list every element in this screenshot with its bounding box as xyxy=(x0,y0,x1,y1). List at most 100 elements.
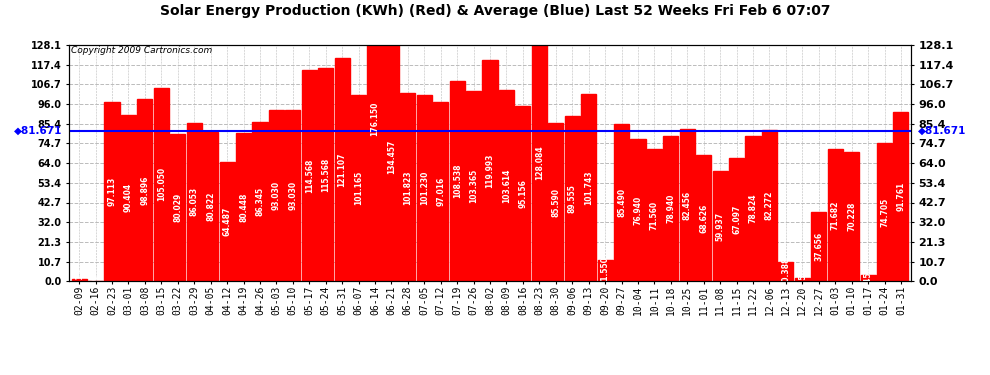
Text: 121.107: 121.107 xyxy=(338,152,346,187)
Text: 82.456: 82.456 xyxy=(683,190,692,220)
Text: 85.490: 85.490 xyxy=(617,188,626,217)
Text: 74.705: 74.705 xyxy=(880,198,889,227)
Bar xyxy=(844,152,859,281)
Bar xyxy=(252,122,267,281)
Text: 119.993: 119.993 xyxy=(485,153,495,188)
Bar xyxy=(811,212,827,281)
Bar xyxy=(449,81,464,281)
Text: 101.743: 101.743 xyxy=(584,170,593,205)
Bar xyxy=(384,33,399,281)
Bar xyxy=(646,149,662,281)
Bar xyxy=(203,132,218,281)
Text: 105.050: 105.050 xyxy=(156,167,166,201)
Bar xyxy=(367,0,382,281)
Bar xyxy=(187,123,202,281)
Text: 10.388: 10.388 xyxy=(781,257,790,286)
Text: 80.448: 80.448 xyxy=(239,192,248,222)
Bar xyxy=(71,279,87,281)
Text: 59.937: 59.937 xyxy=(716,211,725,240)
Text: 98.896: 98.896 xyxy=(141,176,149,205)
Text: 64.487: 64.487 xyxy=(223,207,232,237)
Text: 0.0: 0.0 xyxy=(91,274,100,287)
Text: 115.568: 115.568 xyxy=(321,158,331,192)
Text: Solar Energy Production (KWh) (Red) & Average (Blue) Last 52 Weeks Fri Feb 6 07:: Solar Energy Production (KWh) (Red) & Av… xyxy=(159,4,831,18)
Bar xyxy=(153,87,169,281)
Text: 176.150: 176.150 xyxy=(370,102,379,136)
Bar xyxy=(564,116,580,281)
Bar xyxy=(335,58,349,281)
Text: 91.761: 91.761 xyxy=(896,182,906,211)
Text: 95.156: 95.156 xyxy=(519,179,528,208)
Bar xyxy=(548,123,563,281)
Text: 134.457: 134.457 xyxy=(387,140,396,174)
Text: 97.113: 97.113 xyxy=(108,177,117,206)
Bar xyxy=(434,102,448,281)
Bar xyxy=(351,94,366,281)
Text: 93.030: 93.030 xyxy=(288,181,297,210)
Bar xyxy=(795,278,810,281)
Text: 78.940: 78.940 xyxy=(666,194,675,223)
Bar xyxy=(138,99,152,281)
Text: 128.084: 128.084 xyxy=(535,146,544,180)
Bar xyxy=(680,129,695,281)
Bar xyxy=(598,260,613,281)
Text: 70.228: 70.228 xyxy=(847,202,856,231)
Text: ◆81.671: ◆81.671 xyxy=(918,126,966,136)
Bar xyxy=(499,90,514,281)
Text: 11.550: 11.550 xyxy=(601,256,610,285)
Text: 82.272: 82.272 xyxy=(765,191,774,220)
Bar xyxy=(631,140,645,281)
Bar xyxy=(762,129,777,281)
Bar xyxy=(516,106,531,281)
Bar xyxy=(696,154,711,281)
Bar xyxy=(417,94,432,281)
Bar xyxy=(269,110,284,281)
Text: 86.053: 86.053 xyxy=(190,188,199,216)
Bar xyxy=(121,114,136,281)
Text: 71.682: 71.682 xyxy=(831,201,840,230)
Bar xyxy=(236,133,251,281)
Text: 101.823: 101.823 xyxy=(403,170,413,205)
Text: 80.029: 80.029 xyxy=(173,193,182,222)
Bar xyxy=(302,70,317,281)
Text: 76.940: 76.940 xyxy=(634,196,643,225)
Bar xyxy=(614,124,629,281)
Text: 101.165: 101.165 xyxy=(354,171,363,205)
Bar xyxy=(400,93,416,281)
Text: 86.345: 86.345 xyxy=(255,187,264,216)
Bar xyxy=(713,171,728,281)
Bar xyxy=(581,94,596,281)
Bar xyxy=(170,134,185,281)
Bar xyxy=(220,162,235,281)
Bar xyxy=(877,144,892,281)
Bar xyxy=(893,112,909,281)
Bar xyxy=(860,275,875,281)
Bar xyxy=(318,68,334,281)
Text: Copyright 2009 Cartronics.com: Copyright 2009 Cartronics.com xyxy=(71,46,212,55)
Bar xyxy=(663,136,678,281)
Bar xyxy=(105,102,120,281)
Text: 114.568: 114.568 xyxy=(305,158,314,193)
Text: 97.016: 97.016 xyxy=(437,177,446,206)
Text: 101.230: 101.230 xyxy=(420,171,429,205)
Text: ◆81.671: ◆81.671 xyxy=(14,126,62,136)
Bar xyxy=(532,45,546,281)
Text: 67.097: 67.097 xyxy=(732,205,742,234)
Bar xyxy=(466,91,481,281)
Text: 1.413: 1.413 xyxy=(74,268,84,292)
Text: 108.538: 108.538 xyxy=(452,164,461,198)
Text: 103.365: 103.365 xyxy=(469,169,478,203)
Text: 80.822: 80.822 xyxy=(206,192,215,221)
Text: 71.560: 71.560 xyxy=(649,201,659,230)
Text: 3.450: 3.450 xyxy=(863,266,872,290)
Text: 103.614: 103.614 xyxy=(502,168,511,203)
Bar xyxy=(745,136,760,281)
Text: 68.626: 68.626 xyxy=(699,203,708,232)
Text: 93.030: 93.030 xyxy=(272,181,281,210)
Text: 90.404: 90.404 xyxy=(124,183,133,213)
Bar xyxy=(482,60,498,281)
Bar xyxy=(729,158,744,281)
Text: 89.555: 89.555 xyxy=(567,184,577,213)
Text: 85.590: 85.590 xyxy=(551,188,560,217)
Text: 1.650: 1.650 xyxy=(798,268,807,292)
